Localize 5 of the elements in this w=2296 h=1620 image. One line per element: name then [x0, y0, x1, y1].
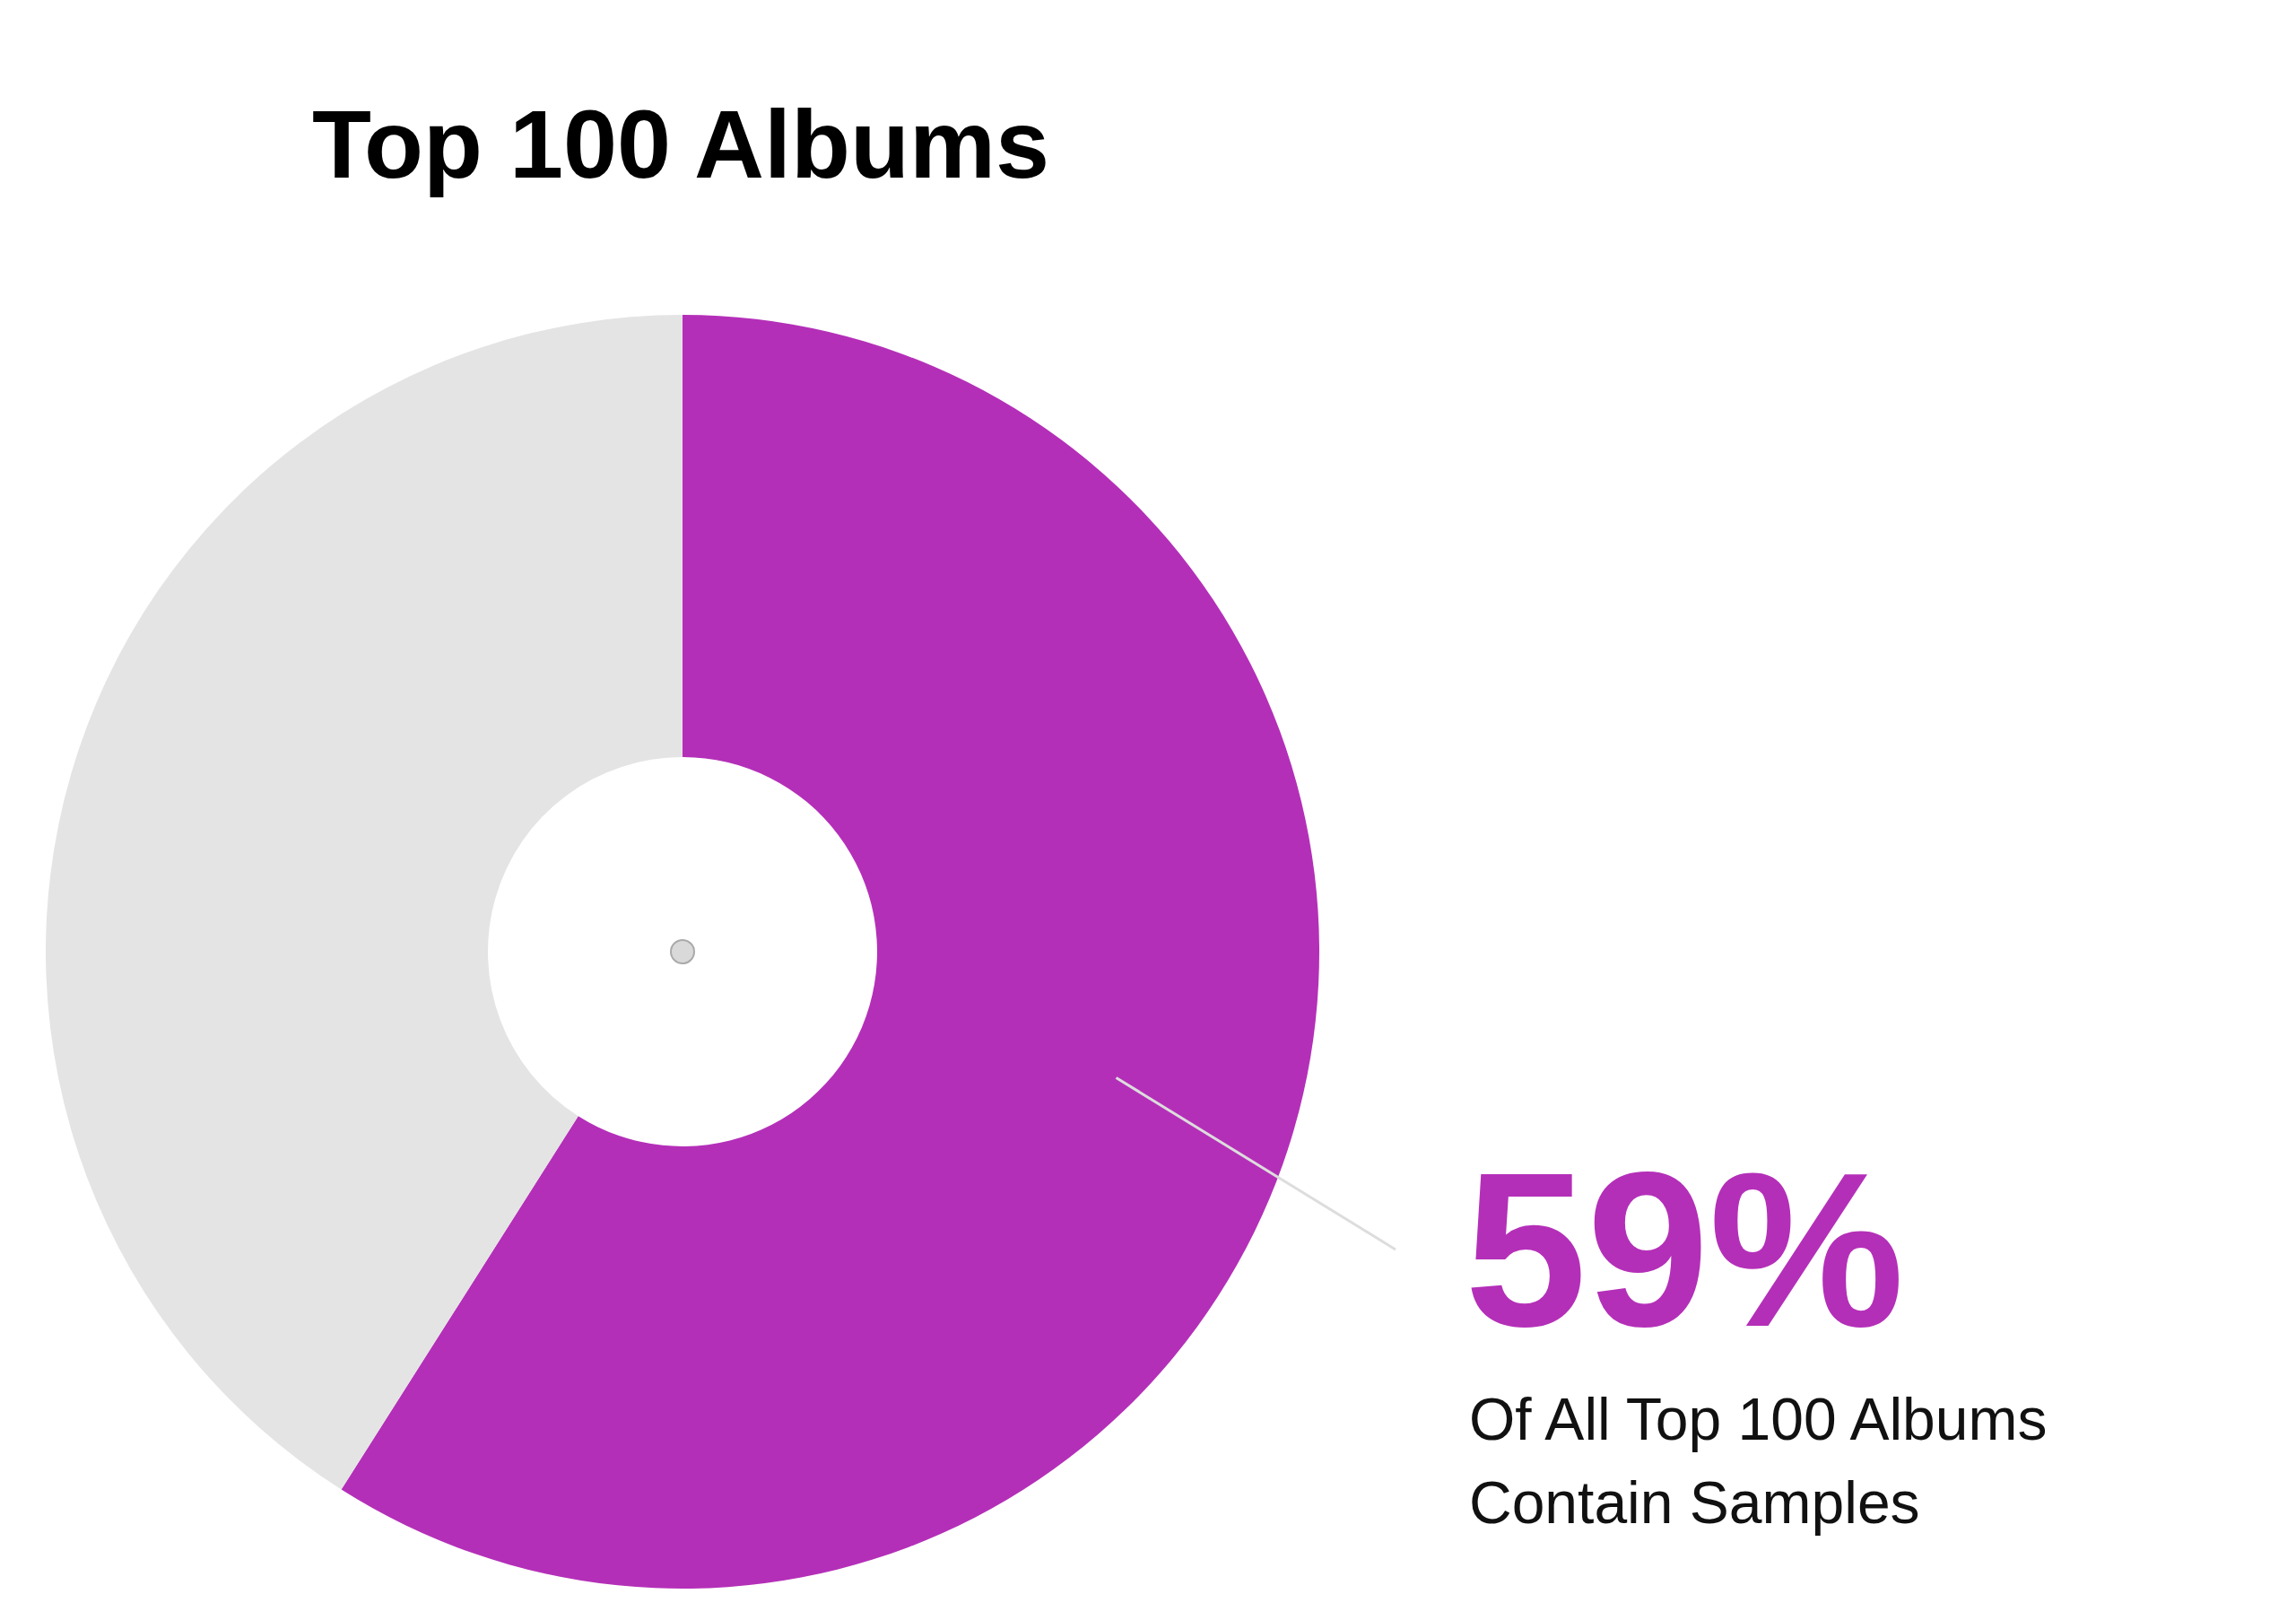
data-label: 59% [1465, 1127, 1905, 1372]
chart-title: Top 100 Albums [312, 90, 1050, 198]
donut-slice [341, 315, 1319, 1588]
donut-slice [46, 315, 683, 1490]
text: Of All Top 100 Albums Contain Samples [1469, 1386, 2048, 1536]
